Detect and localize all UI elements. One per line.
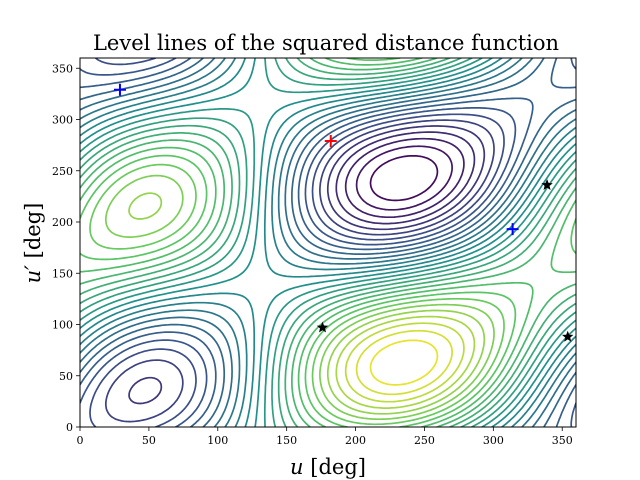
y-tick-label: 150	[52, 267, 73, 280]
x-tick-label: 150	[276, 434, 297, 447]
plot-frame	[79, 57, 577, 428]
contour-level-line	[89, 58, 505, 427]
y-tick-label: 300	[52, 114, 73, 127]
star-marker	[316, 321, 329, 333]
contour-level-line	[80, 58, 576, 427]
contour-level-line	[80, 58, 576, 427]
contour-level-line	[80, 58, 576, 427]
chart-markers	[113, 83, 574, 342]
x-tick-label: 0	[77, 434, 84, 447]
contour-level-line	[369, 154, 439, 202]
y-axis-label-unit: [deg]	[21, 203, 45, 259]
y-tick-label: 200	[52, 216, 73, 229]
x-axis-label: u [deg]	[290, 455, 366, 479]
x-tick-label: 350	[552, 434, 573, 447]
y-tick-label: 0	[66, 421, 73, 434]
contour-level-line	[355, 329, 453, 396]
x-tick-label: 100	[207, 434, 228, 447]
chart-title: Level lines of the squared distance func…	[93, 31, 559, 55]
y-axis-label-var: u′	[21, 265, 45, 284]
contour-level-line	[80, 58, 576, 427]
star-marker	[541, 179, 553, 190]
y-tick-label: 250	[52, 165, 73, 178]
plus-marker	[506, 223, 519, 236]
x-tick-label: 250	[414, 434, 435, 447]
contour-level-line	[80, 58, 576, 427]
contour-level-line	[89, 163, 505, 426]
contour-level-line	[369, 339, 439, 386]
y-axis-label: u′ [deg]	[21, 203, 45, 284]
contour-level-line	[128, 125, 486, 405]
contour-level-line	[335, 131, 476, 225]
y-tick-label: 100	[52, 319, 73, 332]
contour-level-line	[80, 58, 576, 427]
x-axis-ticks: 0 50 100 150 200 250 300 350	[77, 427, 573, 447]
contour-level-line	[344, 137, 465, 219]
contour-level-line	[355, 145, 453, 211]
contour-level-line	[104, 119, 495, 423]
y-tick-label: 50	[59, 370, 73, 383]
contour-level-line	[344, 322, 465, 403]
contour-level-line	[128, 192, 486, 415]
y-tick-label: 350	[52, 62, 73, 75]
plus-marker	[324, 135, 337, 148]
star-marker	[562, 330, 574, 342]
x-tick-label: 300	[483, 434, 504, 447]
contour-level-line	[80, 58, 576, 427]
contour-level-line	[80, 58, 576, 427]
contour-level-line	[80, 58, 576, 427]
contour-level-line	[80, 58, 576, 427]
contour-level-line	[80, 58, 576, 427]
plus-marker	[113, 83, 126, 96]
x-tick-label: 50	[142, 434, 156, 447]
x-tick-label: 200	[345, 434, 366, 447]
contour-level-line	[335, 315, 476, 409]
y-axis-ticks: 0 50 100 150 200 250 300 350	[52, 62, 80, 434]
x-axis-label-var: u	[290, 455, 304, 479]
contour-level-line	[104, 174, 495, 421]
x-axis-label-unit: [deg]	[310, 455, 366, 479]
contour-lines	[80, 58, 576, 427]
